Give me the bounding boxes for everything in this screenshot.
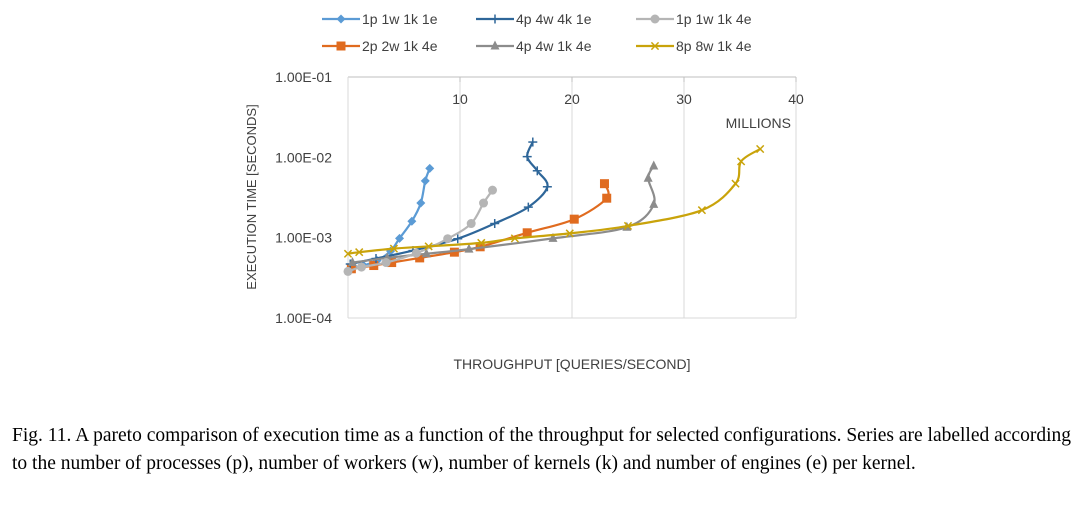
- data-point: [424, 242, 433, 251]
- data-point: [395, 233, 405, 243]
- legend-entry: 4p 4w 4k 1e: [476, 11, 592, 27]
- data-point: [415, 253, 425, 263]
- legend-entry: 8p 8w 1k 4e: [636, 38, 752, 54]
- data-point: [477, 238, 486, 248]
- data-point: [453, 234, 463, 244]
- data-point: [487, 185, 497, 195]
- data-point: [697, 206, 707, 215]
- data-point: [387, 258, 397, 268]
- data-point-stroke: [477, 238, 486, 248]
- data-point: [523, 202, 533, 212]
- data-point-stroke: [736, 157, 746, 166]
- data-point-stroke: [650, 41, 660, 51]
- data-point: [466, 219, 476, 229]
- legend-label: 1p 1w 1k 1e: [362, 11, 438, 27]
- legend-entry: 2p 2w 1k 4e: [322, 38, 438, 54]
- legend-label: 4p 4w 1k 4e: [516, 38, 592, 54]
- data-point: [411, 248, 421, 258]
- data-point: [649, 198, 659, 208]
- data-point: [643, 172, 653, 182]
- data-point-stroke: [389, 244, 399, 253]
- x-tick-label: 30: [676, 91, 692, 107]
- data-point: [490, 14, 500, 24]
- data-point: [420, 176, 430, 186]
- data-point: [416, 198, 426, 208]
- data-point: [650, 14, 660, 24]
- data-point: [602, 193, 612, 203]
- data-point: [736, 157, 746, 166]
- x-tick-label: 40: [788, 91, 804, 107]
- data-point: [347, 257, 357, 267]
- data-point-stroke: [355, 248, 364, 257]
- data-point: [528, 137, 538, 147]
- data-point: [599, 179, 609, 189]
- data-point: [532, 166, 542, 176]
- data-point: [623, 221, 633, 231]
- legend-entry: 1p 1w 1k 1e: [322, 11, 438, 27]
- data-point-stroke: [424, 242, 433, 251]
- data-point: [522, 152, 532, 162]
- data-point: [407, 216, 417, 226]
- legend-label: 2p 2w 1k 4e: [362, 38, 438, 54]
- data-point: [443, 234, 453, 244]
- y-tick-labels: 1.00E-01 1.00E-02 1.00E-03 1.00E-04: [275, 69, 332, 326]
- x-tick-label: 10: [452, 91, 468, 107]
- data-point: [490, 40, 500, 50]
- data-point: [389, 244, 399, 253]
- data-point: [479, 198, 489, 208]
- figure-caption: Fig. 11. A pareto comparison of executio…: [12, 425, 1071, 474]
- x-tick-labels: 10 20 30 40: [452, 91, 804, 107]
- series-layer: [343, 137, 765, 276]
- data-point: [565, 229, 574, 238]
- data-point: [522, 228, 532, 238]
- y-tick-label: 1.00E-01: [275, 69, 332, 85]
- legend-label: 8p 8w 1k 4e: [676, 38, 752, 54]
- series-line: [349, 141, 549, 266]
- data-point-stroke: [697, 206, 707, 215]
- x-unit-label: MILLIONS: [726, 115, 791, 131]
- data-point: [731, 179, 740, 188]
- data-point: [650, 41, 660, 51]
- data-point: [510, 234, 520, 243]
- series-2: [345, 137, 552, 269]
- data-point: [542, 182, 552, 192]
- data-point: [548, 232, 558, 242]
- x-tick-label: 20: [564, 91, 580, 107]
- data-point-stroke: [510, 234, 520, 243]
- data-point: [756, 144, 765, 154]
- vertical-gridlines: [347, 77, 797, 319]
- data-point-stroke: [731, 179, 740, 188]
- data-point: [336, 14, 346, 24]
- data-point: [381, 258, 391, 268]
- legend: 1p 1w 1k 1e 4p 4w 4k 1e 1p 1w 1k 4e 2p 2w 1…: [322, 11, 752, 54]
- data-point: [356, 262, 366, 272]
- data-point: [649, 160, 659, 170]
- y-tick-label: 1.00E-04: [275, 310, 332, 326]
- data-point-stroke: [623, 221, 633, 231]
- legend-label: 1p 1w 1k 4e: [676, 11, 752, 27]
- series-5: [343, 144, 765, 258]
- data-point: [421, 248, 431, 258]
- data-point-stroke: [756, 144, 765, 154]
- data-point: [449, 247, 459, 257]
- data-point: [464, 243, 474, 253]
- y-axis-label: EXECUTION TIME [SECONDS]: [244, 104, 259, 289]
- data-point: [490, 219, 500, 229]
- legend-label: 4p 4w 4k 1e: [516, 11, 592, 27]
- data-point: [343, 266, 353, 276]
- data-point: [425, 163, 435, 173]
- data-point: [336, 41, 346, 51]
- x-axis-label: THROUGHPUT [QUERIES/SECOND]: [454, 356, 691, 372]
- legend-entry: 4p 4w 1k 4e: [476, 38, 592, 54]
- y-tick-label: 1.00E-02: [275, 149, 332, 165]
- data-point-stroke: [343, 249, 353, 258]
- legend-entry: 1p 1w 1k 4e: [636, 11, 752, 27]
- y-tick-label: 1.00E-03: [275, 230, 332, 246]
- data-point: [569, 214, 579, 224]
- data-point-stroke: [565, 229, 574, 238]
- data-point: [355, 248, 364, 257]
- data-point: [343, 249, 353, 258]
